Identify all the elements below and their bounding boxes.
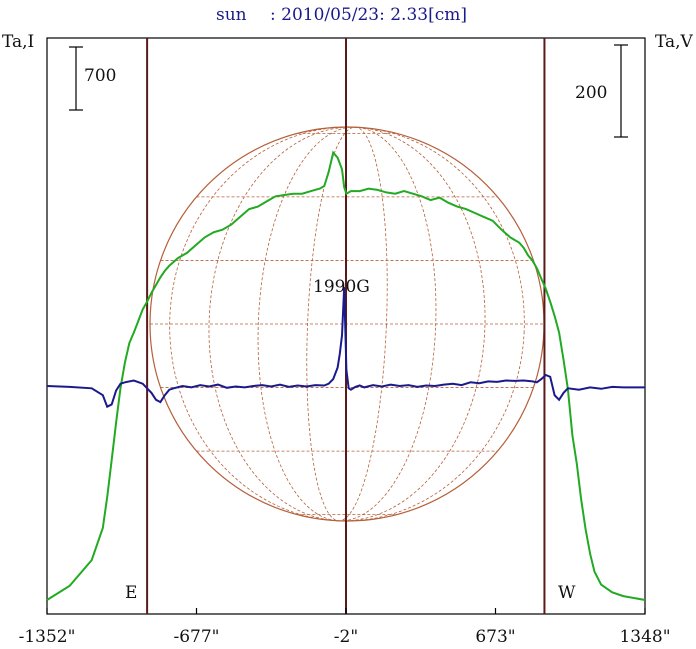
chart-title-source: sun	[216, 5, 247, 25]
longitude-line	[169, 126, 525, 522]
x-tick-label: -1352"	[19, 627, 76, 647]
longitude-line	[208, 126, 486, 522]
intensity-scale-bar	[69, 46, 83, 111]
right-axis-label: Ta,V	[655, 32, 694, 52]
chart-title-info: : 2010/05/23: 2.33[cm]	[270, 5, 467, 25]
polarization-scale-bar	[614, 44, 628, 138]
x-tick-label: -677"	[173, 627, 219, 647]
x-tick-label: -2"	[334, 627, 358, 647]
region-label: 1990G	[313, 277, 370, 297]
left-axis-label: Ta,I	[2, 32, 34, 52]
series-polarization-line	[46, 287, 645, 409]
x-tick-label: 673"	[475, 627, 515, 647]
intensity-scale-label: 700	[84, 66, 116, 86]
polarization-scale-label: 200	[575, 83, 607, 103]
x-tick-label: 1348"	[619, 627, 670, 647]
east-label: E	[125, 583, 137, 603]
west-label: W	[558, 583, 576, 603]
series-intensity-line	[46, 150, 646, 601]
